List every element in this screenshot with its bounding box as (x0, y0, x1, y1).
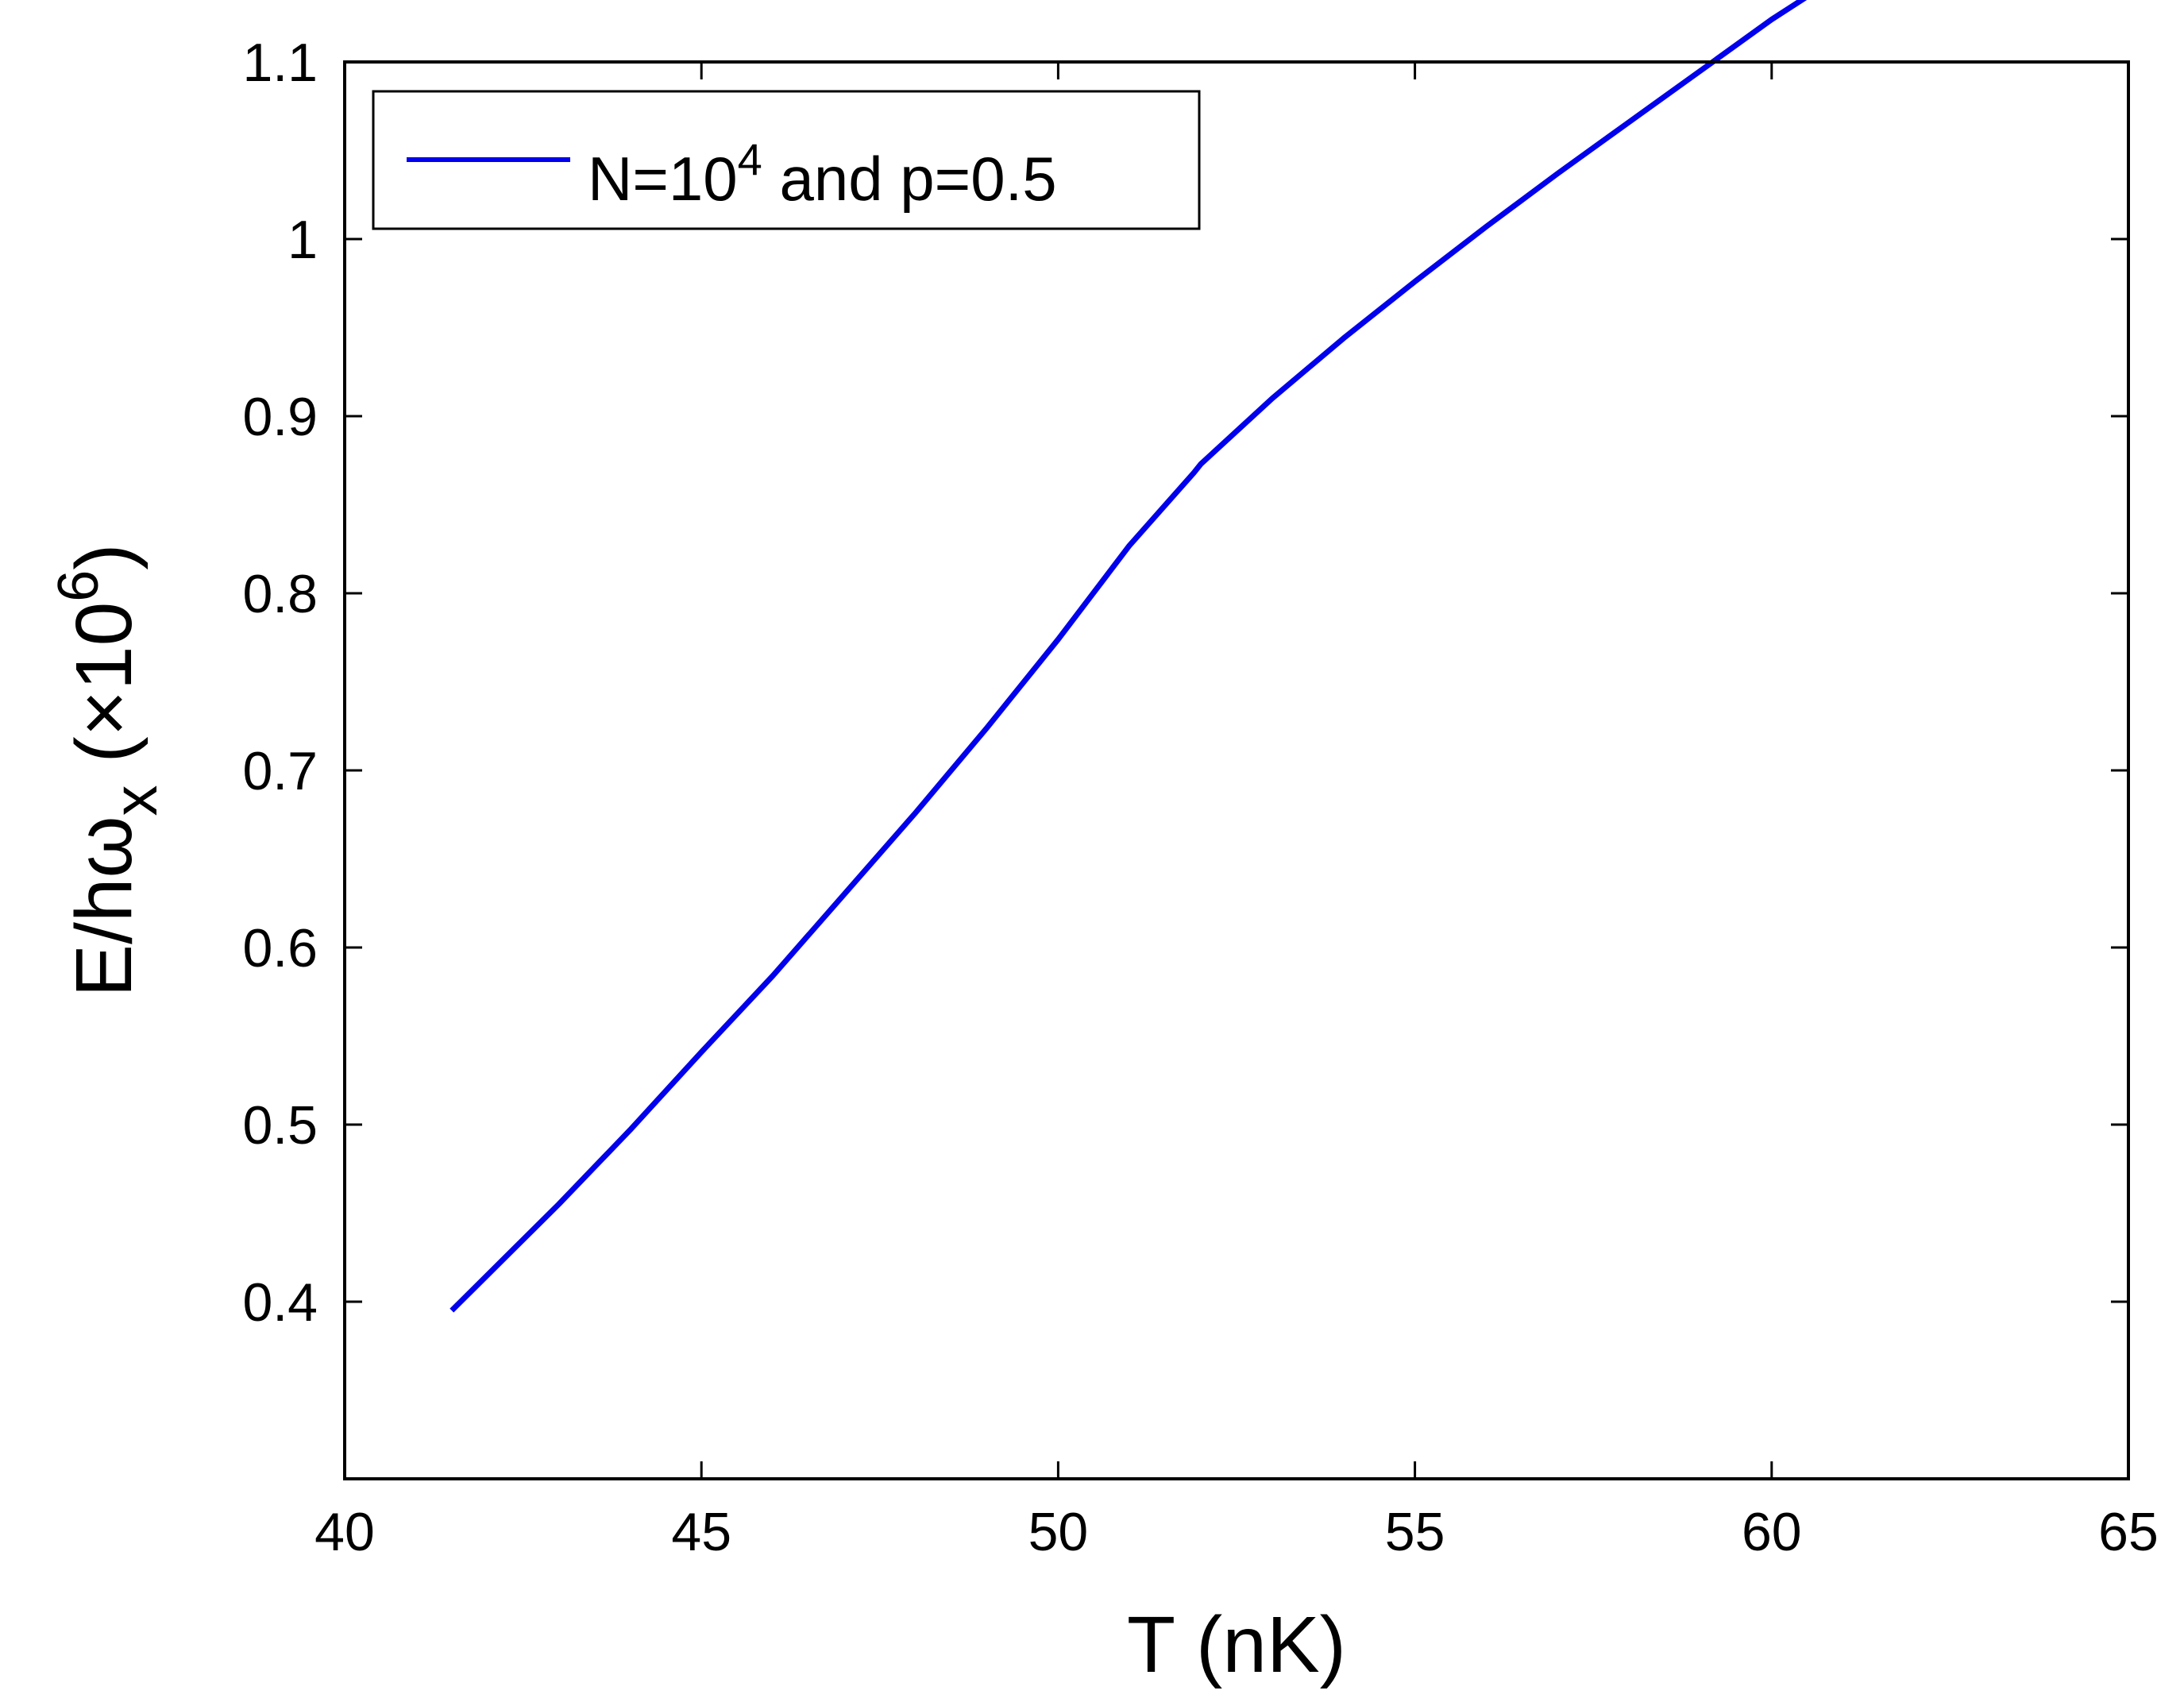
legend-label-main: N=10 (588, 144, 738, 214)
y-axis-label-subscript: x (100, 785, 170, 816)
plot-frame (343, 60, 2130, 1480)
y-axis-label-base: E/hω (60, 816, 149, 997)
y-axis-label-close: ) (60, 543, 149, 569)
x-tick-label: 40 (314, 1502, 375, 1562)
y-tick-label: 0.7 (242, 741, 318, 801)
y-tick-label: 1.1 (242, 33, 318, 93)
x-tick-label: 65 (2098, 1502, 2159, 1562)
y-axis-label-exponent: 6 (47, 570, 110, 602)
x-axis-label: T (nK) (1127, 1600, 1346, 1689)
ticks: 40 45 50 55 60 65 0.4 0.5 0.6 0.7 0.8 0.9 1 1.1 (242, 33, 2158, 1562)
y-tick-label: 0.8 (242, 564, 318, 624)
y-tick-label: 0.5 (242, 1095, 318, 1156)
x-tick-label: 45 (671, 1502, 731, 1562)
x-tick-label: 50 (1028, 1502, 1089, 1562)
legend: N=104 and p=0.5 (372, 90, 1201, 230)
y-axis-label: E/hωx (×106) (47, 543, 170, 997)
y-tick-label: 0.4 (242, 1272, 318, 1333)
x-tick-label: 55 (1385, 1502, 1445, 1562)
x-tick-label: 60 (1742, 1502, 1802, 1562)
y-tick-label: 0.6 (242, 918, 318, 978)
legend-label-exponent: 4 (738, 134, 762, 184)
y-tick-label: 0.9 (242, 387, 318, 447)
legend-label: N=104 and p=0.5 (588, 134, 1057, 214)
y-axis-label-scale: (×10 (60, 602, 149, 785)
y-tick-label: 1 (287, 210, 318, 270)
legend-label-rest: and p=0.5 (762, 144, 1057, 214)
